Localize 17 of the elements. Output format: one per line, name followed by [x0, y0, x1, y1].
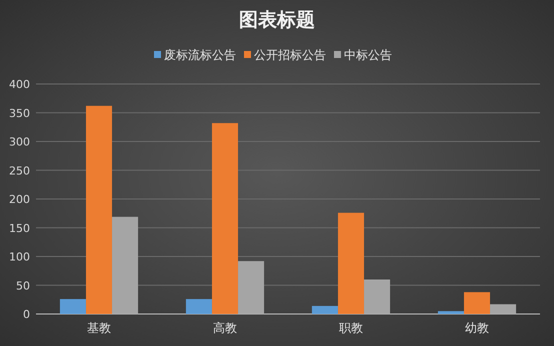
y-tick-label: 0	[23, 308, 30, 321]
y-tick-label: 150	[9, 222, 30, 235]
y-tick-label: 50	[16, 279, 30, 292]
x-tick-label: 高教	[213, 321, 237, 335]
y-tick-label: 300	[9, 136, 30, 148]
y-tick-label: 100	[9, 250, 30, 264]
y-tick-label: 400	[9, 78, 30, 91]
y-tick-label: 200	[9, 193, 30, 206]
x-tick-label: 职教	[339, 321, 363, 335]
x-tick-label: 幼教	[465, 321, 489, 335]
y-tick-label: 250	[9, 164, 30, 178]
x-tick-label: 基教	[87, 321, 111, 335]
y-tick-label: 350	[9, 106, 30, 120]
legend-label: 中标公告	[344, 48, 392, 62]
legend-label: 公开招标公告	[254, 48, 326, 62]
title: 图表标题	[239, 9, 315, 31]
legend-label: 废标流标公告	[164, 48, 236, 62]
